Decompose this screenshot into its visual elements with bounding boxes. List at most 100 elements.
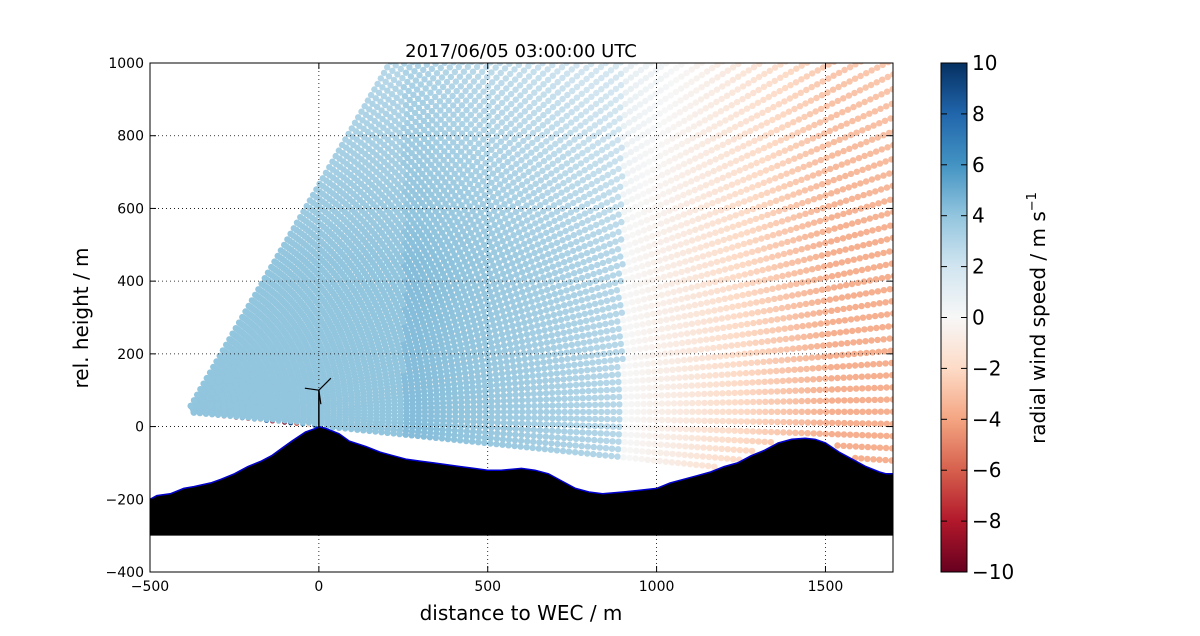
scan-point <box>625 355 632 362</box>
scan-point <box>615 165 622 173</box>
scan-point <box>745 330 752 337</box>
scan-point <box>596 372 604 380</box>
scan-point <box>637 280 644 287</box>
scan-point <box>777 74 784 82</box>
scan-point <box>865 313 873 321</box>
scan-point <box>701 390 708 398</box>
scan-point <box>706 444 713 452</box>
scan-point <box>840 270 848 277</box>
scan-point <box>719 63 726 65</box>
scan-point <box>757 288 764 295</box>
scan-point <box>846 385 854 392</box>
scan-point <box>814 353 822 361</box>
scan-point <box>556 310 563 317</box>
scan-point <box>481 434 488 441</box>
scan-point <box>832 295 840 302</box>
scan-point <box>590 366 597 373</box>
scan-point <box>602 182 610 189</box>
scan-point <box>739 291 746 299</box>
scan-point <box>742 369 750 377</box>
scan-point <box>750 319 757 327</box>
scan-point <box>695 328 703 335</box>
scan-point <box>469 278 477 285</box>
scan-point <box>467 307 474 314</box>
scan-point <box>638 142 645 149</box>
scan-point <box>645 286 652 294</box>
scan-point <box>632 455 639 462</box>
scan-point <box>523 280 530 288</box>
scan-point <box>809 172 817 179</box>
scan-point <box>463 437 470 445</box>
scan-point <box>536 378 543 385</box>
scan-point <box>767 221 774 229</box>
scan-point <box>488 414 495 421</box>
scan-point <box>866 190 873 197</box>
scan-point <box>658 400 666 407</box>
scan-point <box>540 321 547 328</box>
scan-point <box>715 296 722 304</box>
scan-point <box>734 179 741 186</box>
scan-point <box>639 131 647 138</box>
scan-point <box>712 156 719 163</box>
scan-point <box>571 368 579 375</box>
scan-point <box>689 217 696 225</box>
scan-point <box>695 408 702 415</box>
scan-point <box>622 251 630 258</box>
scan-point <box>795 344 803 352</box>
scan-point <box>607 223 614 231</box>
scan-point <box>713 417 720 425</box>
scan-point <box>544 313 552 320</box>
scan-point <box>534 360 541 367</box>
scan-point <box>756 408 763 415</box>
scan-point <box>459 325 467 332</box>
scan-point <box>775 230 783 237</box>
scan-point <box>500 397 507 405</box>
scan-point <box>494 430 501 437</box>
scan-point <box>620 162 628 170</box>
scan-point <box>857 350 864 357</box>
scan-point <box>808 354 816 361</box>
scan-point <box>568 263 576 270</box>
scan-point <box>613 147 620 155</box>
scan-point <box>501 347 509 354</box>
scan-point <box>690 293 697 300</box>
scan-point <box>787 324 794 331</box>
scan-point <box>732 190 739 198</box>
scan-point <box>875 200 882 207</box>
scan-point <box>851 143 859 150</box>
scan-point <box>507 226 515 233</box>
scan-point <box>642 180 649 187</box>
scan-point <box>745 67 752 74</box>
scan-point <box>499 381 507 388</box>
scan-point <box>792 79 800 86</box>
scan-point <box>446 408 453 416</box>
scan-point <box>705 354 712 361</box>
scan-point <box>485 328 493 336</box>
scan-point <box>500 414 508 421</box>
scan-point <box>579 395 586 402</box>
scan-point <box>523 373 530 380</box>
scan-point <box>699 140 706 148</box>
scan-point <box>536 433 543 440</box>
scan-point <box>585 436 592 443</box>
scan-point <box>613 262 620 270</box>
scan-point <box>553 254 560 262</box>
scan-point <box>789 292 796 299</box>
scan-point <box>486 270 494 277</box>
scan-point <box>717 353 724 360</box>
scan-point <box>860 278 868 285</box>
scan-point <box>580 303 587 311</box>
scan-point <box>733 98 741 106</box>
scan-point <box>732 212 739 219</box>
scan-point <box>646 294 654 302</box>
scan-point <box>563 265 570 272</box>
scan-point <box>881 198 888 205</box>
scan-point <box>719 390 726 397</box>
scan-point <box>504 220 512 228</box>
scan-point <box>579 219 586 227</box>
scan-point <box>883 184 891 191</box>
scan-point <box>882 360 889 367</box>
scan-point <box>767 438 774 446</box>
scan-point <box>698 71 706 79</box>
scan-point <box>506 431 513 438</box>
